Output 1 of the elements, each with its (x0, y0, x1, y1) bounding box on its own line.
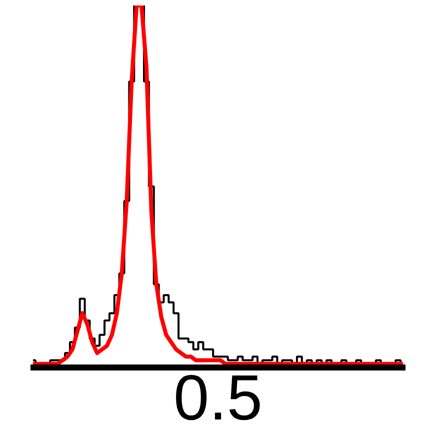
annotation: 0.5 (174, 362, 262, 424)
